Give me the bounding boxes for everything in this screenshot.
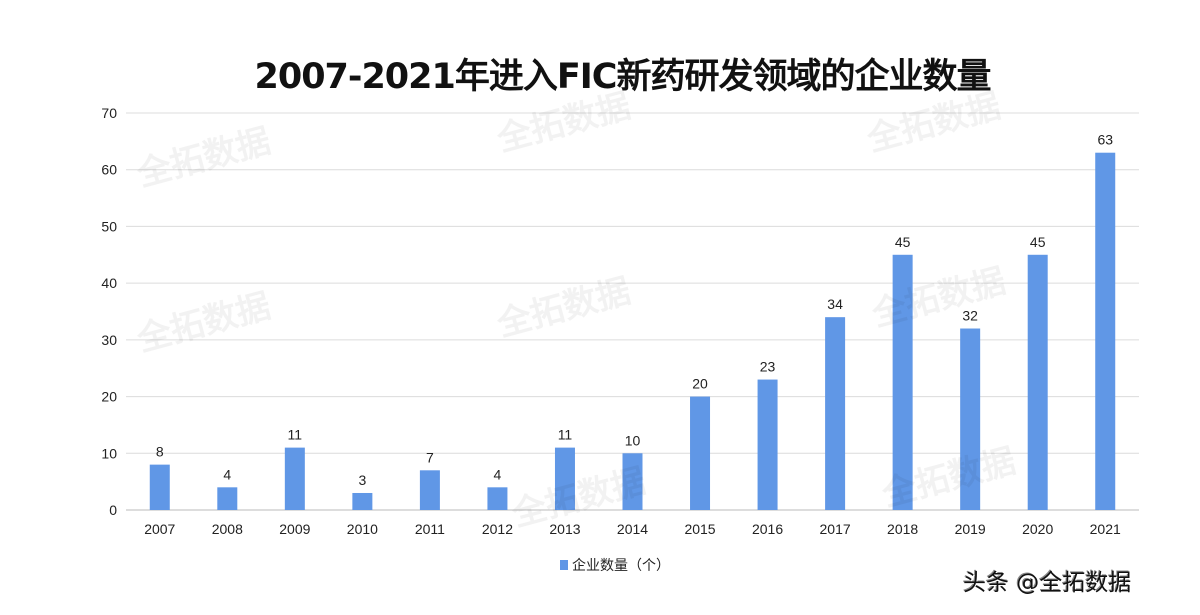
x-tick-label: 2019: [955, 521, 986, 537]
x-tick-label: 2011: [415, 521, 445, 537]
data-label: 10: [625, 432, 641, 448]
data-label: 63: [1097, 132, 1113, 148]
x-tick-label: 2021: [1090, 521, 1121, 537]
bar: [419, 470, 440, 510]
x-tick-label: 2014: [617, 521, 648, 537]
data-label: 11: [558, 427, 573, 443]
x-tick-label: 2017: [820, 521, 851, 537]
x-tick-label: 2015: [684, 521, 715, 537]
bar: [352, 492, 373, 510]
bar: [622, 453, 643, 510]
data-label: 4: [223, 466, 231, 482]
data-label: 20: [692, 376, 708, 392]
bar: [960, 328, 981, 510]
bar: [554, 447, 575, 510]
data-label: 4: [494, 466, 502, 482]
source-credit: 头条 @全拓数据: [963, 570, 1132, 596]
bar: [1095, 152, 1116, 510]
bar: [892, 254, 913, 510]
x-tick-label: 2008: [212, 521, 243, 537]
data-label: 45: [895, 234, 911, 250]
data-label: 7: [426, 449, 434, 465]
bar: [757, 379, 778, 510]
bar: [217, 487, 238, 510]
data-label: 45: [1030, 234, 1046, 250]
legend-swatch: [560, 560, 568, 570]
data-label: 11: [288, 427, 303, 443]
bar: [1027, 254, 1048, 510]
bar: [690, 396, 711, 510]
y-tick-label: 0: [109, 502, 117, 518]
y-tick-label: 30: [101, 332, 117, 348]
legend-label: 企业数量（个）: [572, 558, 670, 574]
bar: [284, 447, 305, 510]
data-label: 23: [760, 359, 776, 375]
bar: [825, 317, 846, 510]
data-label: 3: [358, 472, 366, 488]
y-tick-label: 20: [101, 389, 117, 405]
chart-title: 2007-2021年进入FIC新药研发领域的企业数量: [254, 57, 992, 97]
x-tick-label: 2012: [482, 521, 513, 537]
y-tick-label: 60: [101, 162, 117, 178]
data-label: 34: [827, 296, 843, 312]
data-label: 8: [156, 444, 164, 460]
x-tick-label: 2007: [144, 521, 175, 537]
y-tick-label: 40: [101, 275, 117, 291]
bar: [149, 464, 170, 510]
legend: 企业数量（个）: [560, 555, 670, 575]
y-tick-label: 10: [101, 445, 117, 461]
x-tick-label: 2018: [887, 521, 918, 537]
x-tick-label: 2020: [1022, 521, 1053, 537]
bar: [487, 487, 508, 510]
x-tick-label: 2013: [549, 521, 580, 537]
data-label: 32: [962, 308, 978, 324]
x-tick-label: 2009: [279, 521, 310, 537]
y-tick-label: 70: [101, 105, 117, 121]
x-tick-label: 2016: [752, 521, 783, 537]
x-tick-label: 2010: [347, 521, 378, 537]
y-tick-label: 50: [101, 218, 117, 234]
